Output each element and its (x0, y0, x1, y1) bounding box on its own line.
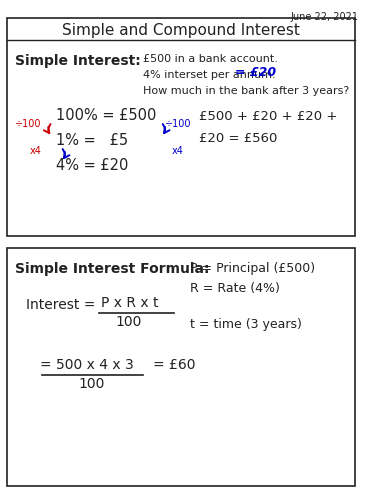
Text: £500 in a bank account.: £500 in a bank account. (143, 54, 278, 64)
Text: How much in the bank after 3 years?: How much in the bank after 3 years? (143, 86, 349, 96)
Text: ÷100: ÷100 (15, 119, 41, 129)
Text: £500 + £20 + £20 +: £500 + £20 + £20 + (199, 110, 338, 123)
Text: = £20: = £20 (235, 66, 276, 79)
Text: x4: x4 (172, 146, 184, 156)
Text: x4: x4 (30, 146, 41, 156)
Text: June 22, 2021: June 22, 2021 (290, 12, 358, 22)
Text: Interest =: Interest = (26, 298, 100, 312)
Text: £20 = £560: £20 = £560 (199, 132, 277, 145)
Text: R = Rate (4%): R = Rate (4%) (190, 282, 280, 295)
Text: = 500 x 4 x 3: = 500 x 4 x 3 (40, 358, 134, 372)
FancyBboxPatch shape (7, 248, 354, 486)
Text: t = time (3 years): t = time (3 years) (190, 318, 302, 331)
Text: Simple Interest:: Simple Interest: (15, 54, 141, 68)
Text: 4% interset per annum.: 4% interset per annum. (143, 70, 276, 80)
Text: P = Principal (£500): P = Principal (£500) (190, 262, 315, 275)
Text: Simple and Compound Interest: Simple and Compound Interest (62, 22, 300, 38)
Text: 1% =   £5: 1% = £5 (56, 133, 128, 148)
Text: 100% = £500: 100% = £500 (56, 108, 156, 123)
FancyBboxPatch shape (7, 18, 354, 236)
Text: ÷100: ÷100 (164, 119, 191, 129)
Text: 4% = £20: 4% = £20 (56, 158, 128, 173)
Text: Simple Interest Formula:: Simple Interest Formula: (15, 262, 209, 276)
Text: = £60: = £60 (152, 358, 195, 372)
Text: 100: 100 (116, 315, 142, 329)
Text: 100: 100 (79, 377, 105, 391)
Text: P x R x t: P x R x t (101, 296, 159, 310)
